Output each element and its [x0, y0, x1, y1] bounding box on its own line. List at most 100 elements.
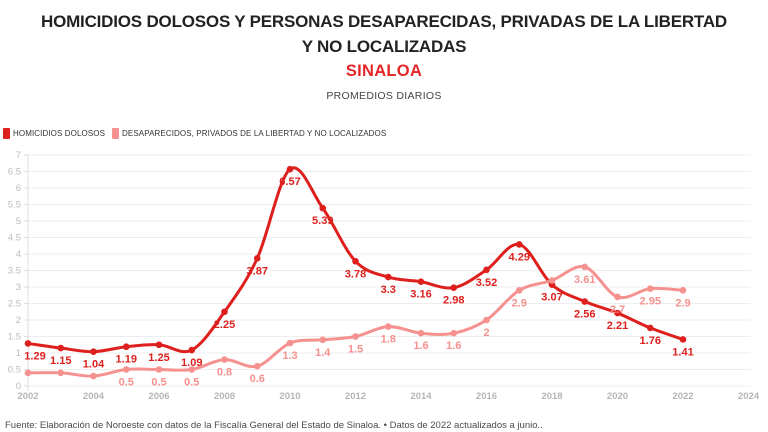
- y-tick-label: 4: [16, 249, 21, 260]
- data-label: 0.6: [250, 373, 265, 385]
- data-label: 1.8: [381, 334, 396, 346]
- data-label: 1.5: [348, 344, 363, 356]
- y-tick-label: 6.5: [8, 167, 21, 178]
- data-point: [483, 316, 490, 324]
- data-point: [24, 340, 32, 347]
- chart-kicker: PROMEDIOS DIARIOS: [326, 90, 442, 102]
- data-point: [57, 344, 65, 352]
- data-point: [90, 348, 97, 355]
- legend-label-desaparecidos: DESAPARECIDOS, PRIVADOS DE LA LIBERTAD Y…: [122, 129, 387, 138]
- data-label: 1.6: [446, 340, 461, 352]
- data-point: [155, 366, 163, 373]
- legend-item-desaparecidos: DESAPARECIDOS, PRIVADOS DE LA LIBERTAD Y…: [112, 128, 386, 139]
- data-point: [24, 369, 32, 377]
- data-point: [188, 346, 196, 354]
- x-tick-label: 2016: [476, 391, 497, 402]
- data-label: 1.04: [83, 359, 105, 371]
- data-label: 0.8: [217, 367, 232, 379]
- data-label: 2: [483, 327, 489, 339]
- x-tick-label: 2020: [607, 391, 628, 402]
- data-point: [515, 241, 523, 248]
- data-point: [417, 329, 425, 337]
- data-point: [614, 293, 621, 301]
- data-point: [286, 339, 294, 347]
- data-point: [188, 366, 196, 373]
- x-tick-label: 2002: [17, 391, 38, 402]
- legend-item-homicidios: HOMICIDIOS DOLOSOS: [3, 128, 105, 139]
- data-point: [221, 356, 228, 363]
- legend-swatch-homicidios-icon: [3, 128, 10, 139]
- data-label: 1.25: [148, 352, 169, 364]
- source-note: Fuente: Elaboración de Noroeste con dato…: [5, 420, 543, 431]
- data-point: [450, 329, 458, 337]
- data-label: 2.56: [574, 309, 595, 321]
- data-point: [352, 257, 359, 265]
- data-label: 2.95: [640, 296, 661, 308]
- y-tick-label: 5: [16, 216, 21, 227]
- data-label: 2.98: [443, 295, 464, 307]
- data-point: [581, 298, 589, 305]
- y-tick-label: 2: [16, 315, 21, 326]
- data-point: [384, 323, 392, 330]
- page-title: HOMICIDIOS DOLOSOS Y PERSONAS DESAPARECI…: [41, 12, 727, 56]
- data-point: [614, 309, 621, 317]
- data-point: [122, 343, 130, 351]
- chart-page: HOMICIDIOS DOLOSOS Y PERSONAS DESAPARECI…: [0, 9, 768, 432]
- legend-label-homicidios: HOMICIDIOS DOLOSOS: [13, 129, 106, 138]
- y-tick-label: 0.5: [8, 365, 21, 376]
- data-point: [57, 369, 65, 377]
- data-point: [253, 362, 261, 370]
- y-tick-label: 4.5: [8, 233, 21, 244]
- y-tick-label: 6: [16, 183, 21, 194]
- data-label: 5.39: [312, 215, 333, 227]
- data-label: 1.4: [315, 347, 331, 359]
- data-point: [679, 336, 687, 343]
- page-subtitle: SINALOA: [345, 62, 423, 80]
- data-label: 0.5: [184, 377, 199, 389]
- data-point: [122, 366, 130, 373]
- legend-swatch-desaparecidos-icon: [112, 128, 120, 139]
- x-tick-label: 2012: [345, 391, 366, 402]
- data-label: 3.16: [410, 289, 431, 301]
- x-tick-label: 2008: [214, 391, 235, 402]
- data-label: 2.25: [214, 319, 235, 331]
- y-tick-label: 5.5: [8, 200, 21, 211]
- data-point: [319, 336, 327, 344]
- data-label: 0.5: [151, 377, 166, 389]
- data-label: 1.3: [282, 350, 297, 362]
- y-tick-label: 1.5: [8, 332, 21, 343]
- data-label: 2.21: [607, 320, 628, 332]
- data-label: 3.61: [574, 274, 595, 286]
- y-tick-label: 7: [16, 150, 21, 161]
- data-point: [679, 287, 687, 294]
- data-point: [515, 287, 523, 294]
- data-point: [384, 273, 392, 281]
- data-point: [352, 333, 359, 340]
- data-point: [90, 372, 97, 380]
- data-label: 1.15: [50, 355, 71, 367]
- x-tick-label: 2004: [83, 391, 105, 402]
- y-tick-label: 0: [16, 381, 21, 392]
- data-label: 3.87: [247, 265, 268, 277]
- y-tick-label: 3.5: [8, 266, 21, 277]
- x-tick-label: 2018: [541, 391, 562, 402]
- data-label: 2.9: [512, 297, 527, 309]
- data-point: [417, 278, 425, 286]
- data-label: 4.29: [509, 251, 530, 263]
- x-tick-label: 2006: [148, 391, 169, 402]
- y-tick-label: 3: [16, 282, 21, 293]
- data-point: [319, 204, 327, 212]
- data-label: 1.29: [24, 350, 45, 362]
- data-point: [646, 324, 654, 332]
- data-point: [155, 341, 163, 349]
- data-label: 2.7: [610, 304, 625, 316]
- data-point: [221, 308, 228, 316]
- data-label: 3.3: [381, 284, 396, 296]
- data-label: 2.9: [675, 297, 690, 309]
- x-tick-label: 2014: [410, 391, 432, 402]
- data-label: 3.07: [541, 292, 562, 304]
- data-point: [483, 266, 490, 274]
- data-point: [548, 277, 556, 284]
- data-label: 1.41: [672, 346, 693, 358]
